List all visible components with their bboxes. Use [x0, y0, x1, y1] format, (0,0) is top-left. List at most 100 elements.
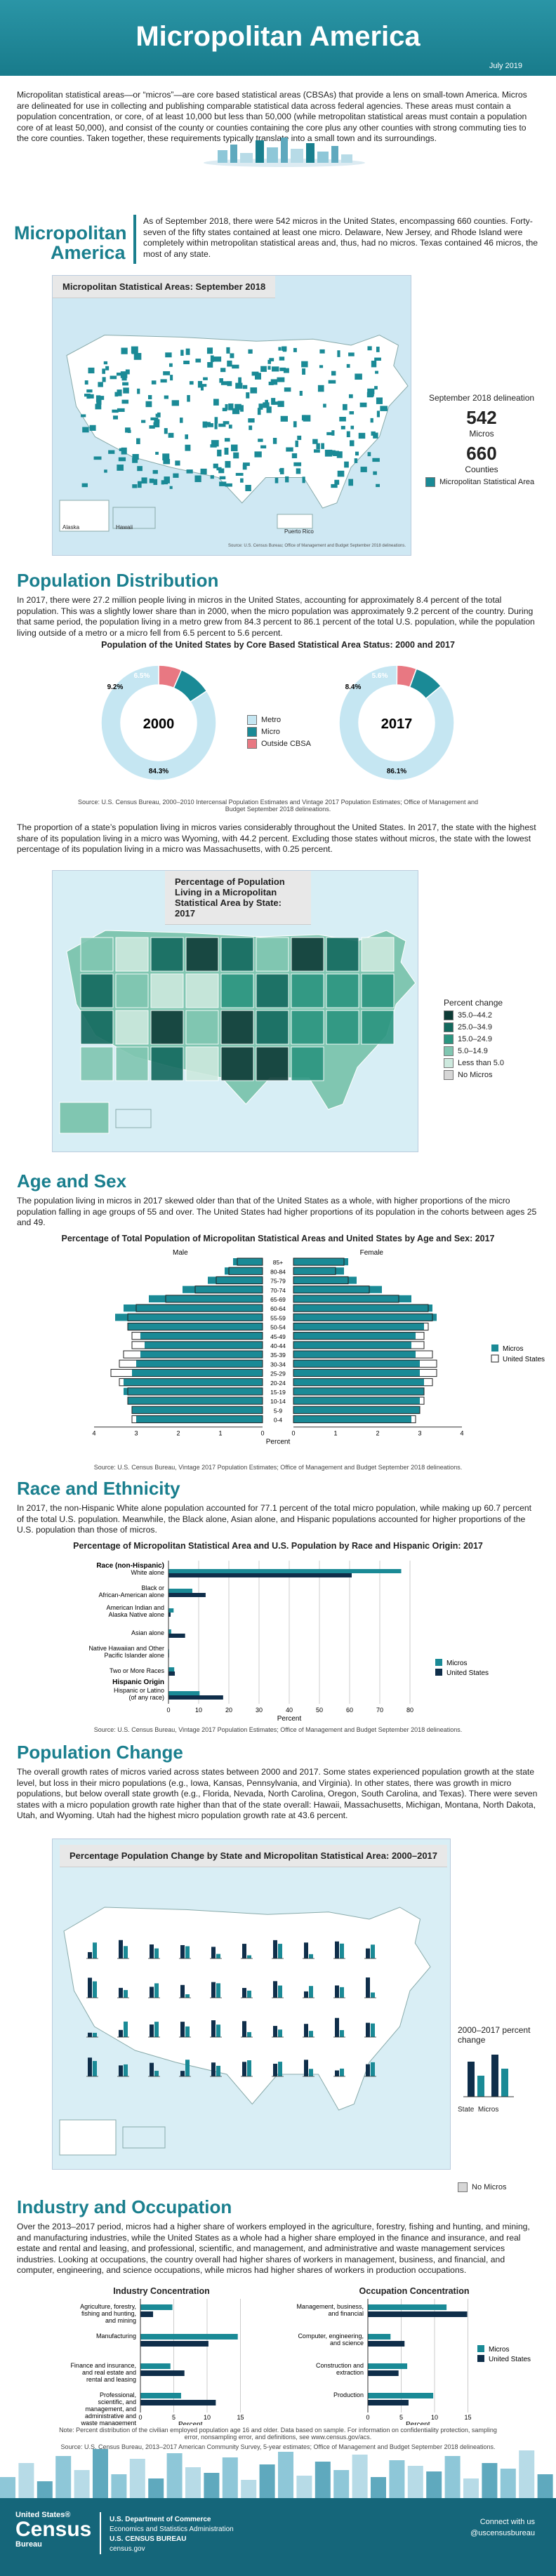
state-shape	[115, 1010, 149, 1045]
msa-area-shape	[376, 347, 380, 352]
msa-area-shape	[219, 481, 227, 486]
category-label: Alaska Native alone	[108, 1611, 164, 1618]
msa-area-shape	[277, 401, 284, 407]
msa-area-shape	[293, 462, 302, 467]
msa-area-shape	[346, 363, 350, 368]
skyline-building	[444, 2456, 461, 2498]
micro-change-bar	[309, 1986, 313, 1998]
bar-male-us	[131, 1415, 263, 1424]
x-tick-label: 10	[204, 2414, 211, 2421]
msa-area-shape	[219, 378, 223, 383]
bar-male-us	[228, 1267, 263, 1275]
donut-source: Source: U.S. Census Bureau, 2000–2010 In…	[77, 799, 479, 813]
msa-area-shape	[321, 443, 324, 449]
micro-change-bar	[247, 2060, 251, 2076]
micro-change-bar	[340, 1987, 344, 1998]
category-label: management, and	[85, 2405, 136, 2413]
msa-area-shape	[155, 451, 159, 455]
bar-us	[168, 1593, 206, 1597]
bar-female-us	[293, 1295, 399, 1303]
micro-change-bar	[278, 2062, 282, 2076]
msa-area-shape	[316, 443, 320, 449]
msa-area-shape	[93, 456, 102, 460]
alaska-inset	[59, 500, 110, 532]
footer-skyline	[0, 2449, 553, 2498]
census-link[interactable]: census.gov	[110, 2545, 145, 2553]
x-tick-label: 10	[195, 1707, 202, 1714]
skyline-building	[129, 2459, 145, 2498]
hawaii-inset	[122, 2126, 166, 2149]
msa-area-shape	[230, 444, 238, 452]
bar-female-us	[293, 1368, 437, 1377]
x-tick-label: 1	[333, 1430, 337, 1437]
msa-area-shape	[121, 347, 128, 354]
x-tick-label: 4	[460, 1430, 463, 1437]
msa-area-shape	[197, 380, 203, 388]
bar-male-micros	[132, 1406, 263, 1414]
category-label: extraction	[336, 2369, 364, 2376]
state-shape	[150, 937, 184, 972]
state-shape	[291, 1010, 324, 1045]
x-tick-label: 4	[92, 1430, 95, 1437]
x-axis-title: Percent	[266, 1439, 291, 1446]
page-title: Micropolitan America	[135, 21, 421, 52]
age-group-label: 65-69	[270, 1296, 286, 1303]
age-sex-pyramid: Male Female 85+ 80-84 75-79 70-74 65-69 60-64 55…	[92, 1249, 545, 1446]
social-handle[interactable]: @uscensusbureau	[470, 2529, 535, 2537]
skyline-building	[519, 2450, 535, 2498]
male-label: Male	[173, 1249, 188, 1257]
micro-change-bar	[185, 2060, 190, 2076]
bar-female-micros	[293, 1341, 411, 1349]
skyline-building	[333, 2470, 350, 2498]
msa-area-shape	[149, 478, 154, 483]
msa-area-shape	[118, 457, 126, 462]
micro-change-bar	[154, 1983, 159, 1998]
msa-area-shape	[125, 369, 130, 375]
msa-area-shape	[179, 418, 183, 423]
msa-area-shape	[121, 377, 127, 381]
state-shape	[150, 1046, 184, 1081]
category-label: White alone	[131, 1569, 164, 1576]
state-change-bar	[273, 2026, 277, 2037]
bar-male-micros	[132, 1369, 263, 1377]
msa-area-shape	[250, 387, 258, 394]
msa-area-shape	[324, 449, 333, 457]
x-axis-title: Percent	[178, 2421, 203, 2425]
msa-area-shape	[274, 477, 279, 483]
map2-legend-label: 25.0–34.9	[458, 1022, 492, 1032]
bar-male-micros	[115, 1314, 263, 1321]
category-label: Agriculture, forestry,	[80, 2303, 136, 2310]
state-shape	[326, 1010, 359, 1045]
x-tick-label: 15	[237, 2414, 244, 2421]
age-group-label: 35-39	[270, 1352, 286, 1359]
dept-line-1: U.S. Department of Commerce	[110, 2516, 211, 2523]
micro-change-bar	[154, 1948, 159, 1958]
age-group-label: 50-54	[270, 1324, 286, 1331]
intro-text: Micropolitan statistical areas—or “micro…	[17, 90, 527, 143]
msa-area-shape	[230, 353, 234, 359]
x-tick-label: 0	[260, 1430, 264, 1437]
map2-legend-row: Less than 5.0	[444, 1058, 504, 1068]
change-legend: 2000–2017 percent change State Micros	[458, 2025, 542, 2114]
msa-area-shape	[245, 484, 251, 491]
age-group-label: 60-64	[270, 1305, 286, 1312]
state-shape	[220, 937, 254, 972]
state-change-bar	[150, 1987, 154, 1998]
age-group-label: 10-14	[270, 1398, 286, 1405]
state-change-bar	[366, 1977, 370, 1998]
msa-area-shape	[163, 459, 171, 465]
race-header: Race (non-Hispanic)	[96, 1562, 164, 1570]
donut-label-micro-2017: 8.4%	[345, 683, 362, 691]
map2-legend-title: Percent change	[444, 998, 503, 1008]
state-shape	[361, 1010, 395, 1045]
state-shape	[220, 1046, 254, 1081]
bar-female-micros	[293, 1314, 437, 1321]
skyline-building	[352, 2455, 368, 2498]
age-group-label: 80-84	[270, 1268, 286, 1275]
x-axis-title: Percent	[277, 1715, 302, 1723]
legend-label-micros: Micros	[446, 1660, 467, 1667]
skyline-building	[296, 2476, 312, 2498]
msa-area-shape	[132, 458, 138, 463]
msa-area-shape	[344, 461, 349, 468]
micro-change-bar	[185, 2026, 190, 2037]
